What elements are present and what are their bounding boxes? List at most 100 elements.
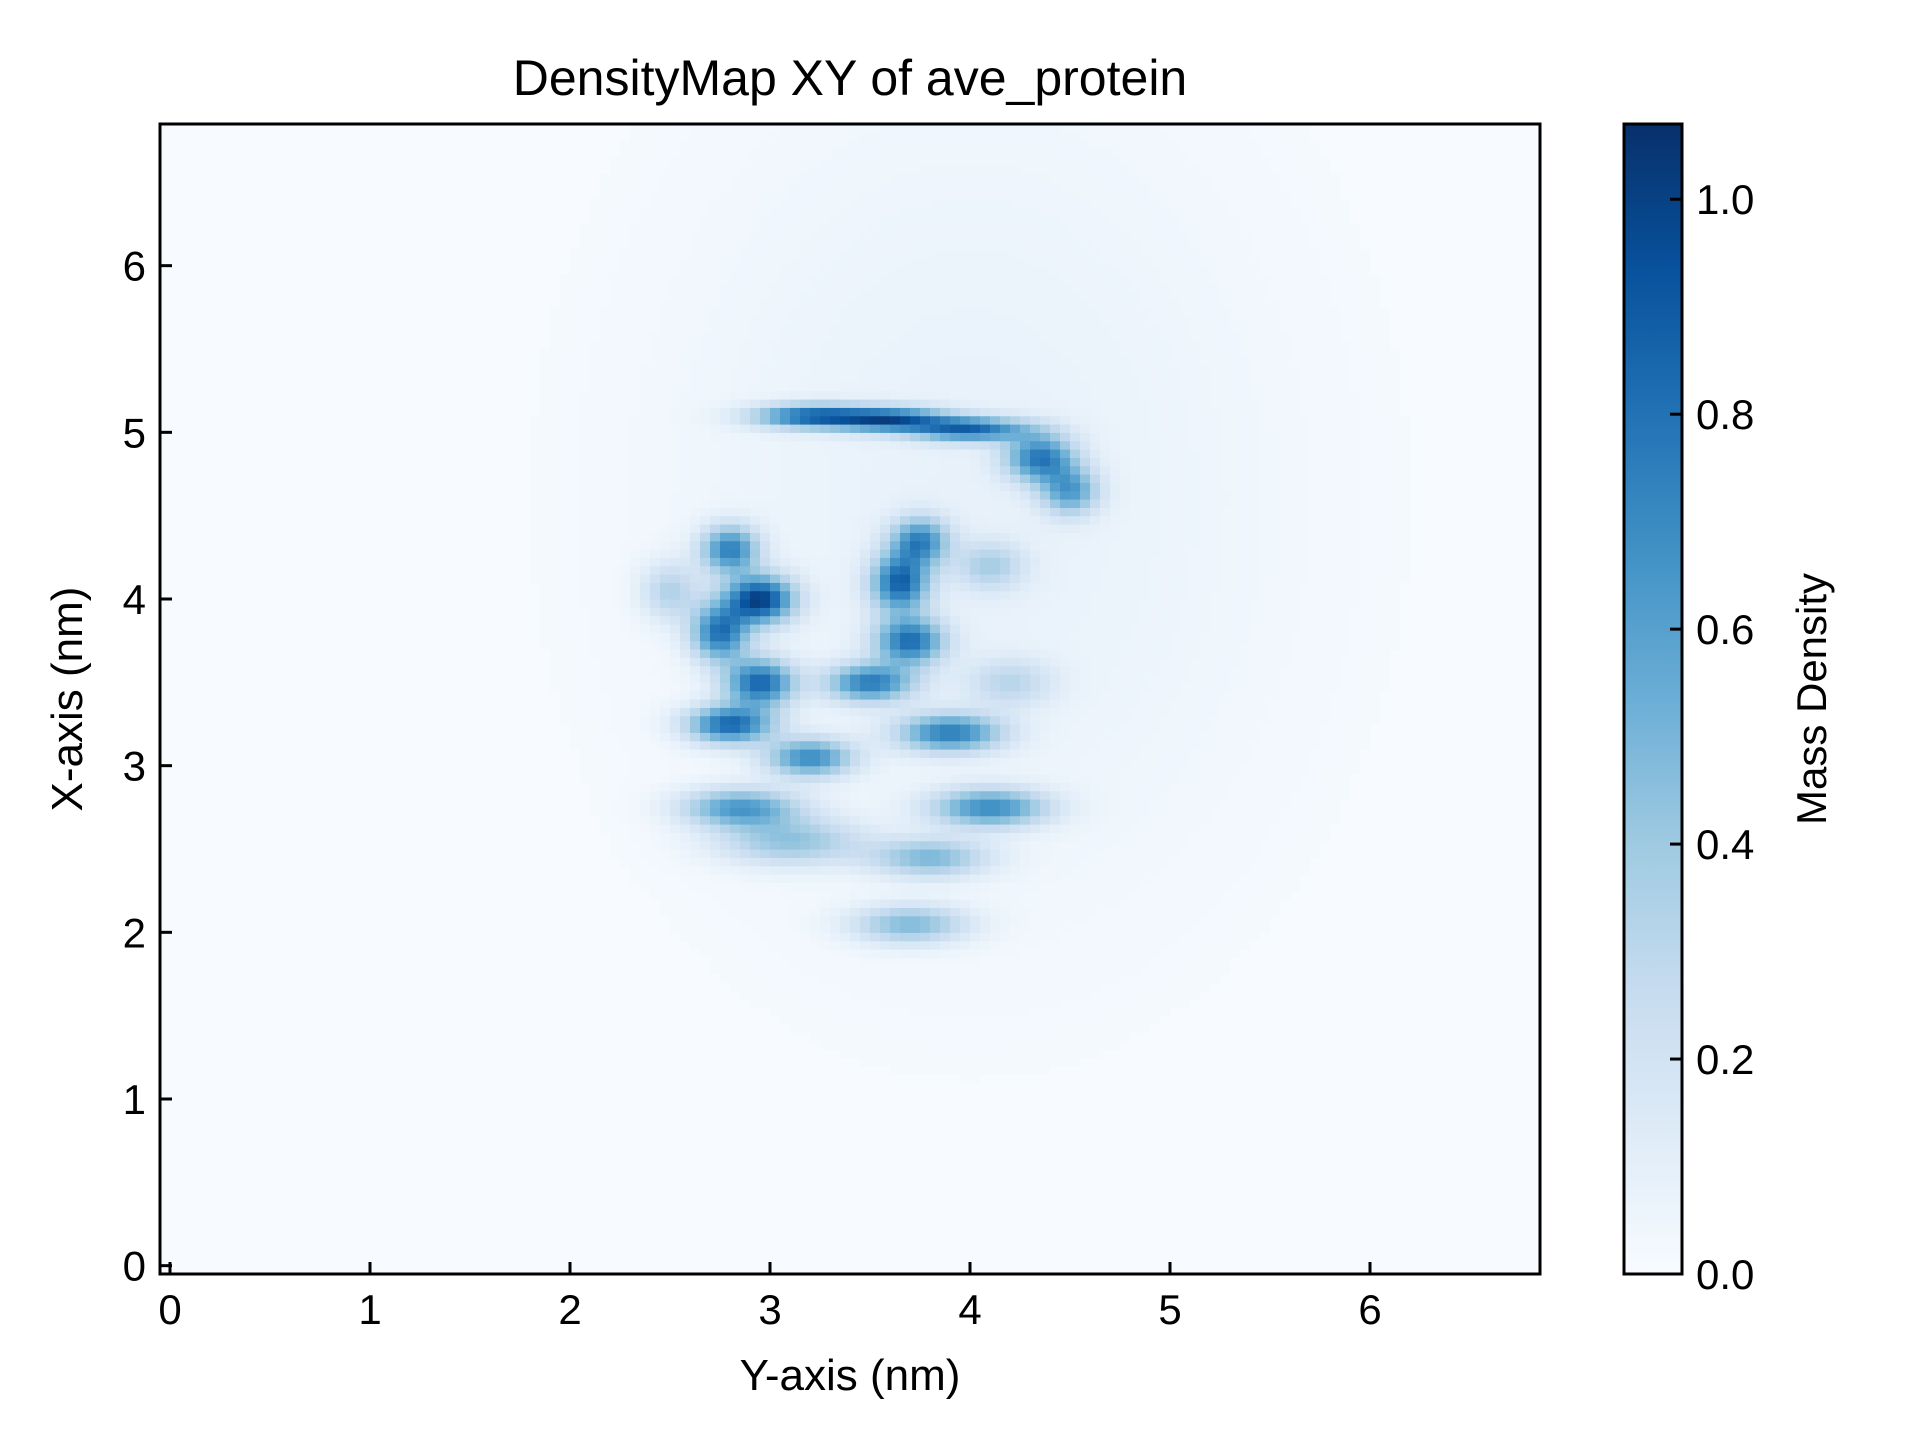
heatmap-cell	[900, 999, 911, 1008]
heatmap-cell	[820, 899, 831, 908]
heatmap-cell	[620, 415, 631, 425]
heatmap-cell	[640, 715, 651, 725]
heatmap-cell	[770, 840, 781, 850]
heatmap-cell	[720, 315, 731, 325]
heatmap-cell	[640, 832, 651, 842]
heatmap-cell	[710, 899, 721, 908]
heatmap-cell	[940, 657, 951, 667]
heatmap-cell	[1020, 207, 1031, 217]
heatmap-cell	[730, 949, 741, 958]
heatmap-cell	[940, 774, 951, 783]
heatmap-cell	[980, 782, 991, 792]
heatmap-cell	[790, 865, 801, 875]
heatmap-cell	[870, 857, 881, 867]
heatmap-cell	[750, 965, 761, 975]
heatmap-cell	[980, 307, 991, 317]
heatmap-cell	[720, 924, 731, 933]
heatmap-cell	[800, 740, 811, 750]
heatmap-cell	[710, 190, 721, 200]
heatmap-cell	[730, 357, 741, 367]
heatmap-cell	[730, 490, 741, 500]
heatmap-cell	[1020, 474, 1031, 483]
heatmap-cell	[740, 215, 751, 225]
heatmap-cell	[670, 332, 681, 342]
heatmap-cell	[790, 132, 801, 142]
heatmap-cell	[930, 482, 941, 492]
heatmap-cell	[750, 199, 761, 208]
heatmap-cell	[970, 949, 981, 958]
heatmap-cell	[850, 490, 861, 500]
heatmap-cell	[700, 207, 711, 217]
heatmap-cell	[940, 965, 951, 975]
heatmap-cell	[810, 490, 821, 500]
heatmap-cell	[920, 465, 931, 475]
heatmap-cell	[630, 707, 641, 717]
heatmap-cell	[930, 632, 941, 642]
heatmap-cell	[910, 690, 921, 700]
heatmap-cell	[650, 665, 661, 675]
heatmap-cell	[980, 424, 991, 433]
heatmap-cell	[640, 157, 651, 167]
heatmap-cell	[630, 365, 641, 375]
heatmap-cell	[950, 440, 961, 450]
heatmap-cell	[780, 199, 791, 208]
heatmap-cell	[810, 949, 821, 958]
heatmap-cell	[890, 257, 901, 267]
heatmap-cell	[570, 299, 581, 308]
heatmap-cell	[700, 382, 711, 392]
heatmap-cell	[810, 824, 821, 833]
heatmap-cell	[800, 824, 811, 833]
heatmap-cell	[800, 340, 811, 350]
heatmap-cell	[850, 532, 861, 542]
heatmap-cell	[590, 532, 601, 542]
heatmap-cell	[660, 632, 671, 642]
heatmap-cell	[630, 257, 641, 267]
heatmap-cell	[710, 565, 721, 575]
heatmap-cell	[910, 165, 921, 175]
heatmap-cell	[780, 715, 791, 725]
heatmap-cell	[700, 524, 711, 533]
heatmap-cell	[610, 174, 621, 183]
heatmap-cell	[940, 190, 951, 200]
heatmap-cell	[700, 915, 711, 925]
heatmap-cell	[640, 615, 651, 625]
heatmap-cell	[1010, 490, 1021, 500]
heatmap-cell	[830, 507, 841, 517]
heatmap-cell	[980, 932, 991, 942]
heatmap-cell	[610, 290, 621, 300]
heatmap-cell	[730, 832, 741, 842]
heatmap-cell	[1020, 524, 1031, 533]
heatmap-cell	[720, 174, 731, 183]
heatmap-cell	[600, 682, 611, 692]
heatmap-cell	[600, 315, 611, 325]
heatmap-cell	[620, 357, 631, 367]
heatmap-cell	[880, 599, 891, 608]
heatmap-cell	[950, 840, 961, 850]
heatmap-cell	[900, 315, 911, 325]
heatmap-cell	[680, 540, 691, 550]
heatmap-cell	[1000, 1057, 1011, 1067]
heatmap-cell	[660, 240, 671, 250]
heatmap-cell	[970, 440, 981, 450]
heatmap-cell	[780, 890, 791, 900]
heatmap-cell	[930, 1049, 941, 1058]
heatmap-cell	[620, 290, 631, 300]
heatmap-cell	[610, 365, 621, 375]
heatmap-cell	[720, 732, 731, 742]
heatmap-cell	[760, 940, 771, 950]
heatmap-cell	[970, 557, 981, 567]
heatmap-cell	[570, 507, 581, 517]
heatmap-cell	[980, 490, 991, 500]
heatmap-cell	[870, 699, 881, 708]
heatmap-cell	[910, 807, 921, 817]
heatmap-cell	[580, 440, 591, 450]
heatmap-cell	[860, 765, 871, 775]
heatmap-cell	[740, 465, 751, 475]
heatmap-cell	[650, 524, 661, 533]
heatmap-cell	[690, 440, 701, 450]
heatmap-cell	[610, 540, 621, 550]
heatmap-cell	[780, 557, 791, 567]
heatmap-cell	[960, 249, 971, 258]
heatmap-cell	[810, 365, 821, 375]
heatmap-cell	[790, 449, 801, 458]
